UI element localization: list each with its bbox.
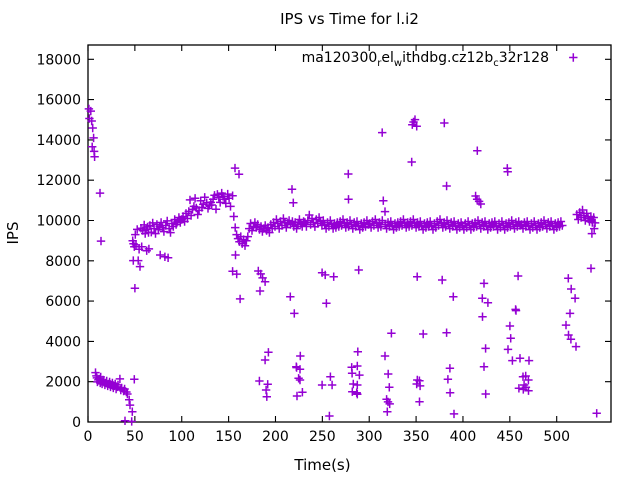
x-tick-label: 350 <box>403 429 430 445</box>
legend-marker-icon <box>569 53 578 62</box>
y-tick-label: 18000 <box>36 52 81 68</box>
y-tick-label: 4000 <box>45 334 81 350</box>
x-tick-label: 100 <box>168 429 195 445</box>
x-tick-label: 450 <box>496 429 523 445</box>
axis-ticks <box>87 45 611 423</box>
data-points <box>84 104 601 426</box>
y-tick-label: 14000 <box>36 133 81 149</box>
plot-border <box>87 44 612 423</box>
legend-series-label: ma120300relwithdbg.cz12bc32r128 <box>301 50 549 69</box>
legend: ma120300relwithdbg.cz12bc32r128 <box>301 49 549 69</box>
y-tick-label: 16000 <box>36 93 81 109</box>
y-tick-label: 12000 <box>36 173 81 189</box>
x-tick-label: 0 <box>84 429 93 445</box>
y-axis-title: IPS <box>4 221 22 245</box>
y-tick-label: 10000 <box>36 214 81 230</box>
x-tick-label: 500 <box>543 429 570 445</box>
x-tick-label: 150 <box>215 429 242 445</box>
x-tick-label: 50 <box>126 429 144 445</box>
x-tick-label: 250 <box>309 429 336 445</box>
y-tick-label: 6000 <box>45 294 81 310</box>
x-tick-label: 300 <box>356 429 383 445</box>
x-axis-title: Time(s) <box>294 456 351 474</box>
x-tick-label: 400 <box>450 429 477 445</box>
y-tick-label: 2000 <box>45 375 81 391</box>
y-tick-label: 8000 <box>45 254 81 270</box>
x-tick-label: 200 <box>262 429 289 445</box>
chart-title: IPS vs Time for l.i2 <box>280 10 419 28</box>
y-tick-label: 0 <box>72 415 81 431</box>
